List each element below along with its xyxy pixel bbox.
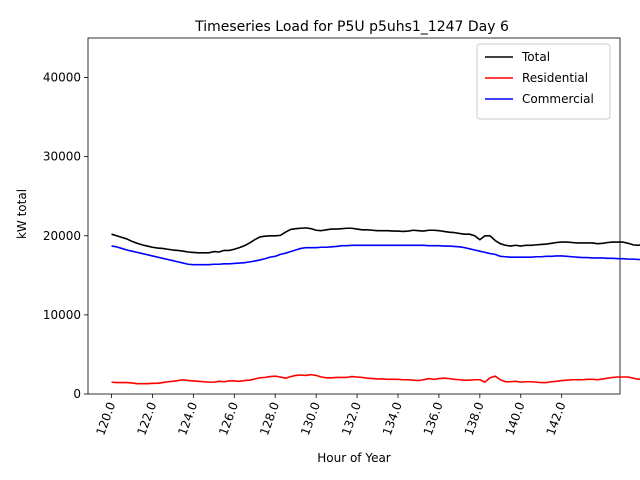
y-tick-label: 20000 bbox=[43, 229, 81, 243]
y-tick-label: 30000 bbox=[43, 150, 81, 164]
x-tick-label: 126.0 bbox=[216, 400, 241, 437]
legend-label-residential: Residential bbox=[522, 71, 588, 85]
y-axis-label: kW total bbox=[15, 189, 29, 239]
legend-label-commercial: Commercial bbox=[522, 92, 594, 106]
legend-box bbox=[476, 43, 611, 120]
x-tick-label: 124.0 bbox=[175, 400, 200, 437]
x-tick-label: 130.0 bbox=[298, 400, 323, 437]
series-line-residential bbox=[111, 373, 640, 385]
legend: Total Residential Commercial bbox=[476, 43, 611, 120]
x-tick-label: 134.0 bbox=[380, 400, 405, 437]
chart-title: Timeseries Load for P5U p5uhs1_1247 Day … bbox=[194, 19, 509, 35]
x-tick-label: 138.0 bbox=[462, 400, 487, 437]
x-tick-label: 128.0 bbox=[257, 400, 282, 437]
series-layer bbox=[111, 227, 640, 385]
y-axis: 0 10000 20000 30000 40000 bbox=[43, 71, 88, 401]
x-tick-label: 122.0 bbox=[134, 400, 159, 437]
series-line-total bbox=[111, 227, 640, 254]
x-tick-label: 142.0 bbox=[544, 400, 569, 437]
x-tick-label: 140.0 bbox=[503, 400, 528, 437]
y-tick-label: 40000 bbox=[43, 71, 81, 85]
x-tick-label: 120.0 bbox=[93, 400, 118, 437]
legend-label-total: Total bbox=[521, 50, 550, 64]
x-tick-label: 132.0 bbox=[339, 400, 364, 437]
y-tick-label: 10000 bbox=[43, 308, 81, 322]
x-axis: 120.0 122.0 124.0 126.0 128.0 130.0 132.0 134.0… bbox=[93, 394, 569, 437]
y-tick-label: 0 bbox=[73, 387, 81, 401]
x-tick-label: 136.0 bbox=[421, 400, 446, 437]
x-axis-label: Hour of Year bbox=[317, 451, 391, 465]
series-line-commercial bbox=[111, 244, 640, 266]
